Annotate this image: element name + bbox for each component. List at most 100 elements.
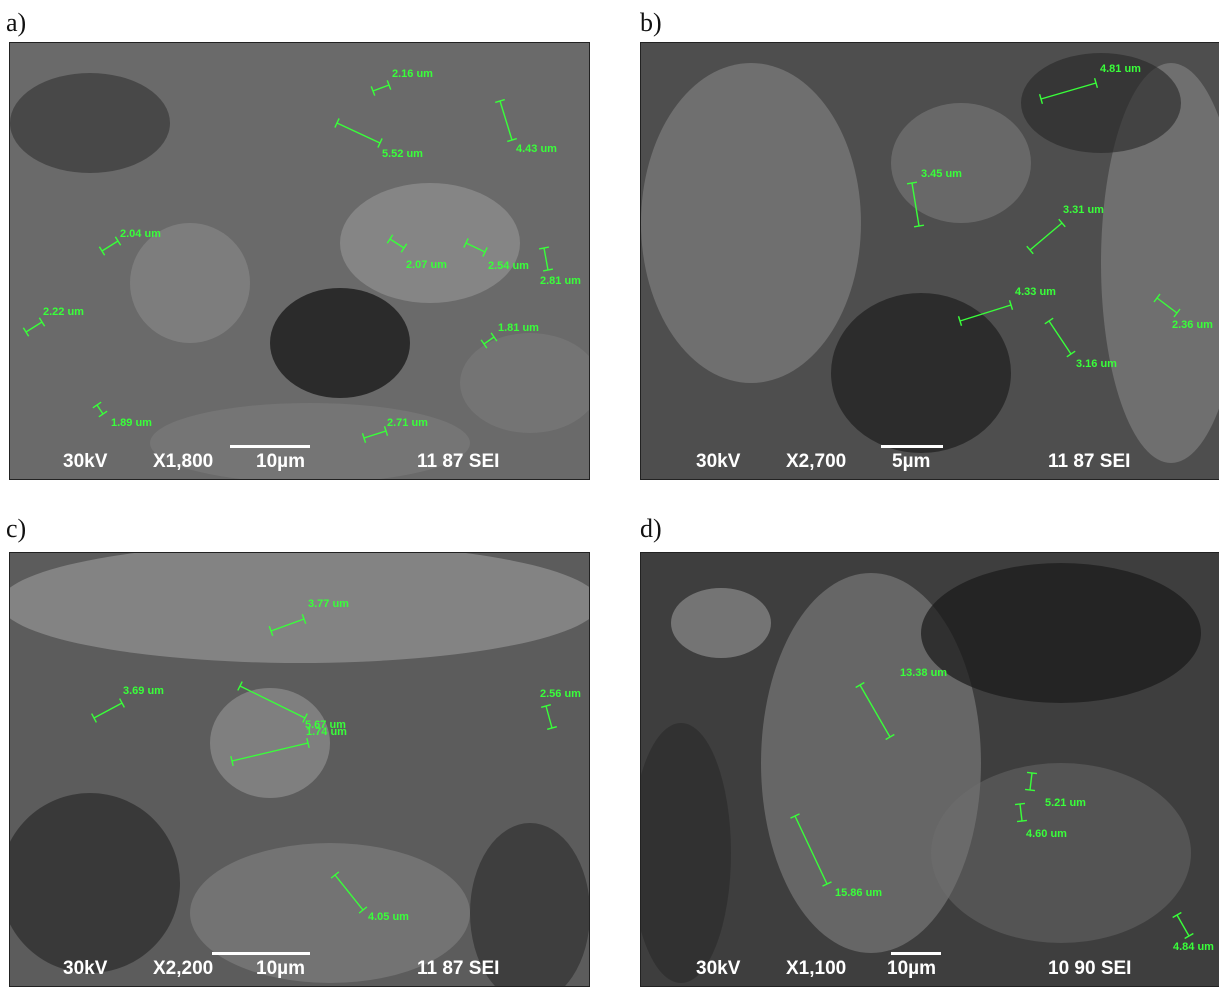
measurement-line: [1019, 803, 1023, 822]
measurement-label: 4.43 um: [516, 143, 557, 155]
measurement-line: [545, 705, 553, 729]
scale-bar: [881, 445, 943, 448]
measurement-line: [1029, 772, 1033, 791]
scale-bar: [212, 952, 310, 955]
voltage-label: 30kV: [696, 958, 741, 979]
sem-texture-b: [641, 43, 1219, 479]
measurement-tick: [370, 86, 376, 96]
measurement-line: [1029, 222, 1063, 251]
measurement-tick: [822, 881, 832, 887]
voltage-label: 30kV: [63, 958, 108, 979]
measurement-tick: [1024, 788, 1036, 792]
measurement-tick: [1044, 317, 1054, 325]
measurement-tick: [1026, 771, 1038, 775]
measurement-line: [372, 84, 390, 92]
measurement-label: 3.69 um: [123, 685, 164, 697]
voltage-label: 30kV: [63, 451, 108, 472]
measurement-label: 4.05 um: [368, 911, 409, 923]
measurement-line: [336, 122, 381, 144]
sem-info-bar: 30kV X2,200 10µm 11 87 SEI: [10, 952, 589, 986]
sem-image-c: 3.77 um 3.69 um 5.67 um 1.74 um 2.56 um …: [9, 552, 590, 987]
measurement-label: 2.56 um: [540, 688, 581, 700]
magnification-label: X1,800: [153, 451, 214, 472]
measurement-tick: [1184, 932, 1194, 940]
scale-bar-label: 5µm: [892, 451, 931, 472]
measurement-tick: [542, 268, 554, 272]
instrument-code: 11 87 SEI: [1048, 451, 1131, 472]
measurement-line: [859, 684, 891, 738]
measurement-line: [483, 336, 495, 345]
measurement-label: 15.86 um: [835, 887, 883, 899]
measurement-label: 3.77 um: [308, 598, 349, 610]
measurement-tick: [383, 426, 389, 436]
measurement-label: 5.52 um: [382, 148, 423, 160]
measurement-label: 3.31 um: [1063, 204, 1104, 216]
panel-d-label: d): [640, 514, 662, 543]
magnification-label: X2,700: [786, 451, 847, 472]
measurement-line: [101, 240, 119, 252]
sem-image-a: 2.16 um 5.52 um 4.43 um 2.04 um 2.07 um …: [9, 42, 590, 480]
measurement-tick: [538, 246, 550, 250]
measurement-tick: [1026, 245, 1034, 255]
measurement-tick: [92, 401, 102, 409]
measurement-label: 3.16 um: [1076, 358, 1117, 370]
measurement-label: 2.71 um: [387, 417, 428, 429]
measurement-tick: [98, 410, 108, 418]
magnification-label: X2,200: [153, 958, 214, 979]
measurement-tick: [114, 236, 122, 246]
sem-image-d: 13.38 um 5.21 um 4.60 um 15.86 um 4.84 u…: [640, 552, 1219, 987]
measurement-tick: [495, 98, 505, 104]
measurement-tick: [855, 681, 865, 689]
measurement-tick: [463, 238, 469, 248]
measurement-line: [239, 685, 306, 719]
measurement-tick: [230, 755, 234, 767]
measurement-tick: [1153, 293, 1161, 303]
measurement-line: [1156, 297, 1178, 314]
sem-info-bar: 30kV X2,700 5µm 11 87 SEI: [641, 445, 1219, 479]
measurement-tick: [22, 327, 30, 337]
measurement-tick: [957, 316, 963, 326]
measurement-overlay-c: [91, 614, 558, 914]
scale-bar-label: 10µm: [256, 451, 305, 472]
sem-info-bar: 30kV X1,100 10µm 10 90 SEI: [641, 952, 1219, 986]
measurement-label: 5.67 um: [305, 719, 346, 731]
sem-texture-d: [641, 553, 1219, 986]
measurement-line: [389, 238, 405, 249]
measurement-line: [1176, 914, 1190, 937]
measurement-label: 1.81 um: [498, 322, 539, 334]
measurement-line: [96, 404, 104, 415]
scale-bar: [230, 445, 310, 448]
measurement-tick: [268, 626, 274, 636]
measurement-tick: [1038, 94, 1044, 104]
measurement-line: [93, 702, 123, 719]
measurement-line: [1048, 320, 1072, 355]
measurement-label: 4.84 um: [1173, 941, 1214, 953]
measurement-overlay-a: [22, 80, 554, 443]
measurement-tick: [386, 234, 394, 244]
measurement-tick: [377, 138, 383, 148]
measurement-label: 1.89 um: [111, 417, 152, 429]
measurement-tick: [306, 737, 310, 749]
measurement-tick: [790, 813, 800, 819]
measurement-tick: [906, 181, 918, 185]
measurement-line: [270, 618, 305, 632]
measurement-label: 2.54 um: [488, 260, 529, 272]
scale-bar-label: 10µm: [887, 958, 936, 979]
measurement-label: 2.81 um: [540, 275, 581, 287]
measurement-tick: [237, 681, 243, 691]
measurement-tick: [546, 726, 558, 730]
measurement-tick: [1014, 802, 1026, 806]
panel-c-label: c): [6, 514, 27, 543]
measurement-line: [499, 100, 513, 141]
magnification-label: X1,100: [786, 958, 847, 979]
measurement-label: 2.36 um: [1172, 319, 1213, 331]
scale-bar: [891, 952, 941, 955]
measurement-tick: [358, 906, 368, 914]
measurement-label: 1.74 um: [306, 726, 347, 738]
instrument-code: 10 90 SEI: [1048, 958, 1132, 979]
measurement-tick: [302, 713, 308, 723]
measurement-label: 2.16 um: [392, 68, 433, 80]
measurement-line: [363, 430, 387, 439]
measurement-line: [334, 874, 364, 911]
measurement-label: 13.38 um: [900, 667, 948, 679]
